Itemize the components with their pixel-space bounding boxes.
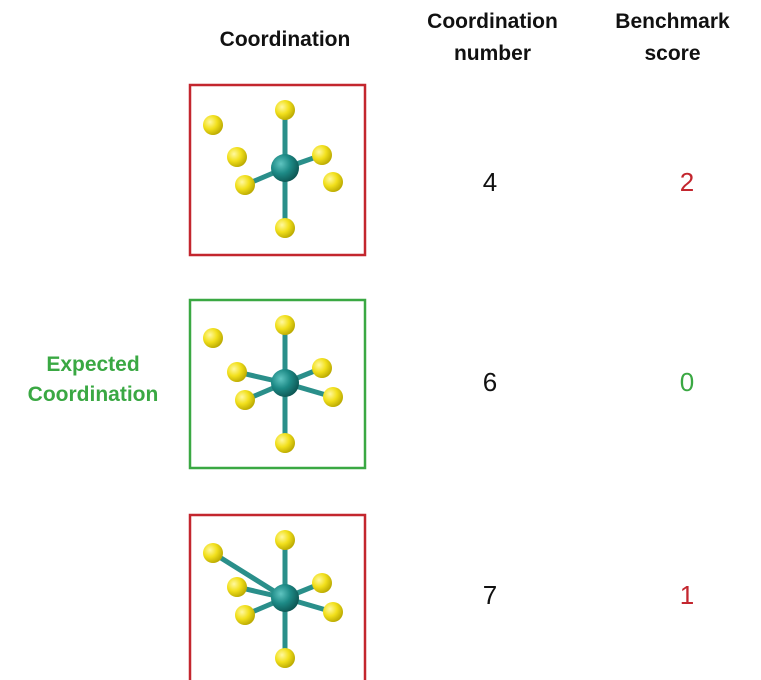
benchmark-score: 1 <box>679 580 695 610</box>
coordination-number: 7 <box>482 580 498 610</box>
molecule <box>203 315 343 453</box>
box-wrong <box>188 83 367 257</box>
box-wrong <box>188 513 367 680</box>
expected-label: Expected Coordination <box>27 353 159 406</box>
box-expected <box>188 298 367 470</box>
benchmark-score: 2 <box>679 167 695 197</box>
header-benchmark-score: Benchmark score <box>615 10 730 65</box>
molecule <box>203 530 343 668</box>
molecule <box>203 100 343 238</box>
coordination-number: 4 <box>482 167 498 197</box>
header-coordination: Coordination <box>219 28 351 51</box>
coordination-number: 6 <box>482 367 498 397</box>
benchmark-score: 0 <box>679 367 695 397</box>
header-coordination-number: Coordination number <box>427 10 558 65</box>
